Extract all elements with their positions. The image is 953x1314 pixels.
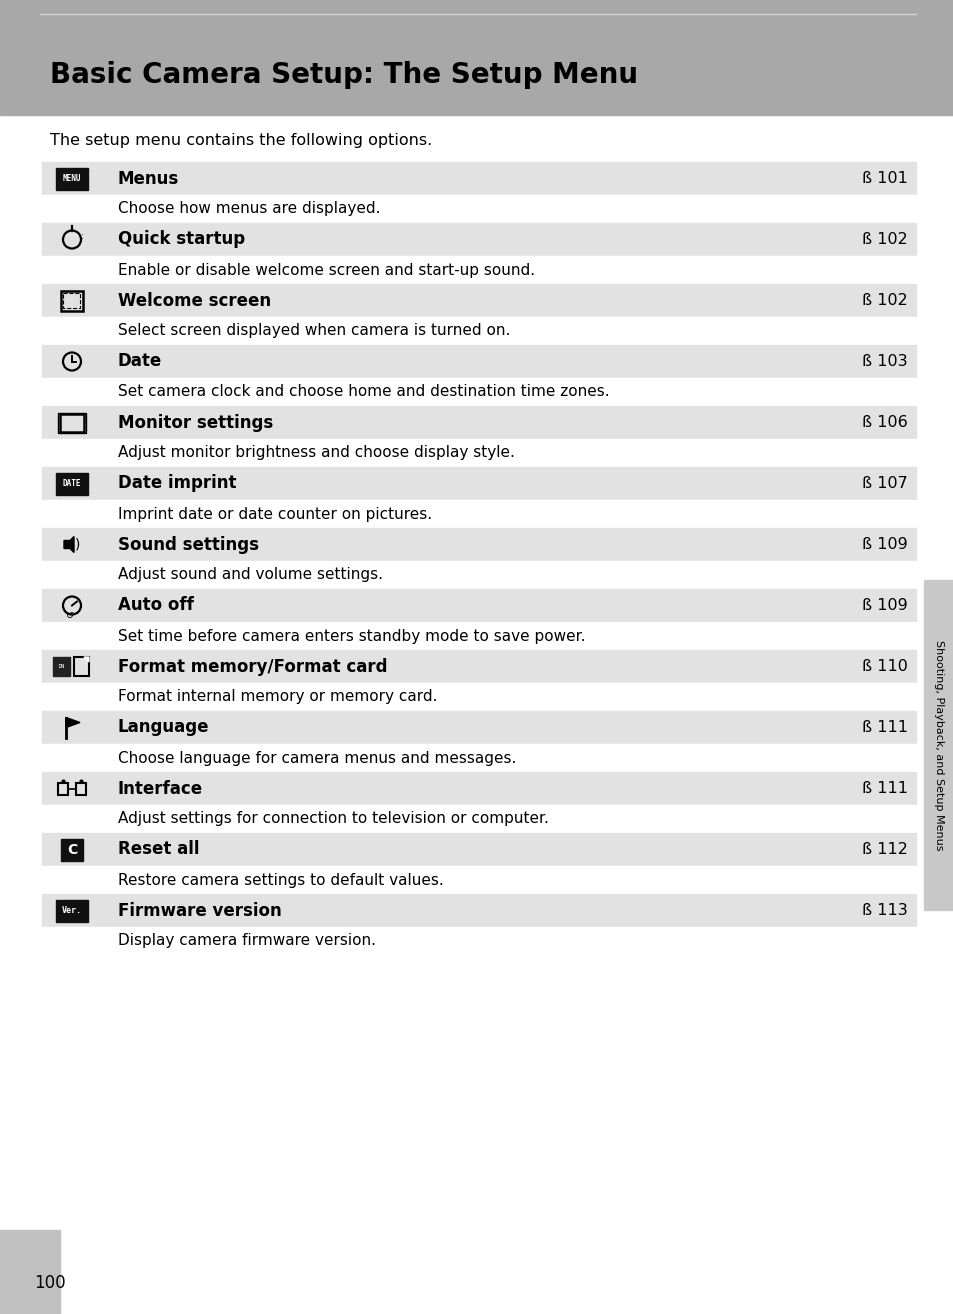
Text: ß 109: ß 109 bbox=[862, 598, 907, 614]
Text: Firmware version: Firmware version bbox=[118, 901, 281, 920]
Bar bbox=[42, 589, 915, 622]
Text: Quick startup: Quick startup bbox=[118, 230, 245, 248]
Text: :: : bbox=[81, 233, 84, 240]
Text: ß 110: ß 110 bbox=[862, 660, 907, 674]
Bar bbox=[56, 167, 88, 189]
Text: ß 112: ß 112 bbox=[862, 842, 907, 857]
Bar bbox=[64, 293, 80, 307]
Bar bbox=[42, 866, 915, 894]
Bar bbox=[74, 657, 89, 675]
Bar bbox=[42, 439, 915, 466]
Text: Display camera firmware version.: Display camera firmware version. bbox=[118, 933, 375, 949]
Bar bbox=[56, 900, 88, 921]
Text: Format internal memory or memory card.: Format internal memory or memory card. bbox=[118, 690, 437, 704]
Text: Adjust sound and volume settings.: Adjust sound and volume settings. bbox=[118, 568, 382, 582]
Bar bbox=[42, 805, 915, 833]
Text: Basic Camera Setup: The Setup Menu: Basic Camera Setup: The Setup Menu bbox=[50, 60, 638, 89]
Text: Adjust monitor brightness and choose display style.: Adjust monitor brightness and choose dis… bbox=[118, 445, 515, 460]
Text: Date: Date bbox=[118, 352, 162, 371]
Text: ß 109: ß 109 bbox=[862, 537, 907, 552]
Text: ß 103: ß 103 bbox=[862, 353, 907, 369]
Bar bbox=[58, 783, 68, 795]
Bar bbox=[42, 223, 915, 256]
Text: ß 102: ß 102 bbox=[862, 233, 907, 247]
Text: ß 106: ß 106 bbox=[862, 415, 907, 430]
Text: Menus: Menus bbox=[118, 170, 179, 188]
Bar bbox=[42, 683, 915, 711]
Text: The setup menu contains the following options.: The setup menu contains the following op… bbox=[50, 133, 432, 147]
Bar bbox=[42, 466, 915, 501]
Bar bbox=[42, 622, 915, 650]
Text: Language: Language bbox=[118, 719, 210, 737]
Polygon shape bbox=[64, 536, 74, 552]
Text: ß 102: ß 102 bbox=[862, 293, 907, 307]
Bar bbox=[42, 833, 915, 866]
Text: ß 111: ß 111 bbox=[862, 720, 907, 735]
Text: DATE: DATE bbox=[63, 480, 81, 487]
Text: Interface: Interface bbox=[118, 779, 203, 798]
Bar bbox=[42, 773, 915, 805]
Text: Shooting, Playback, and Setup Menus: Shooting, Playback, and Setup Menus bbox=[933, 640, 943, 850]
Text: Restore camera settings to default values.: Restore camera settings to default value… bbox=[118, 872, 443, 887]
Text: Format memory/Format card: Format memory/Format card bbox=[118, 657, 387, 675]
Text: Imprint date or date counter on pictures.: Imprint date or date counter on pictures… bbox=[118, 506, 432, 522]
Bar bbox=[42, 194, 915, 223]
Bar bbox=[42, 926, 915, 955]
Bar bbox=[42, 256, 915, 284]
Bar bbox=[42, 650, 915, 683]
Text: Choose language for camera menus and messages.: Choose language for camera menus and mes… bbox=[118, 750, 516, 766]
Bar bbox=[42, 317, 915, 346]
Text: Auto off: Auto off bbox=[118, 597, 193, 615]
Text: Set time before camera enters standby mode to save power.: Set time before camera enters standby mo… bbox=[118, 628, 585, 644]
Text: Date imprint: Date imprint bbox=[118, 474, 236, 493]
Text: Set camera clock and choose home and destination time zones.: Set camera clock and choose home and des… bbox=[118, 385, 609, 399]
Text: Reset all: Reset all bbox=[118, 841, 199, 858]
Text: Welcome screen: Welcome screen bbox=[118, 292, 271, 310]
Bar bbox=[42, 378, 915, 406]
Bar bbox=[42, 162, 915, 194]
Bar bbox=[53, 657, 70, 675]
Text: ß 107: ß 107 bbox=[862, 476, 907, 491]
Bar bbox=[58, 413, 86, 432]
Bar bbox=[61, 838, 83, 861]
Text: ß 113: ß 113 bbox=[862, 903, 907, 918]
Bar bbox=[0, 1230, 60, 1314]
Text: Enable or disable welcome screen and start-up sound.: Enable or disable welcome screen and sta… bbox=[118, 263, 535, 277]
Text: C: C bbox=[67, 842, 77, 857]
Text: Choose how menus are displayed.: Choose how menus are displayed. bbox=[118, 201, 380, 217]
Bar bbox=[923, 579, 953, 911]
Polygon shape bbox=[84, 657, 89, 662]
Bar bbox=[42, 406, 915, 439]
Text: ß 101: ß 101 bbox=[862, 171, 907, 187]
Bar bbox=[61, 290, 83, 310]
Text: IN: IN bbox=[58, 664, 65, 669]
Text: Monitor settings: Monitor settings bbox=[118, 414, 273, 431]
Text: ): ) bbox=[75, 537, 81, 552]
Text: Adjust settings for connection to television or computer.: Adjust settings for connection to televi… bbox=[118, 812, 548, 827]
Text: MENU: MENU bbox=[63, 173, 81, 183]
Bar bbox=[42, 894, 915, 926]
Bar bbox=[42, 561, 915, 589]
Bar bbox=[56, 473, 88, 494]
Bar bbox=[42, 346, 915, 378]
Bar bbox=[42, 744, 915, 773]
Bar bbox=[42, 711, 915, 744]
Bar bbox=[42, 528, 915, 561]
Bar bbox=[76, 783, 86, 795]
Text: Select screen displayed when camera is turned on.: Select screen displayed when camera is t… bbox=[118, 323, 510, 339]
Text: ß 111: ß 111 bbox=[862, 781, 907, 796]
Text: 100: 100 bbox=[34, 1275, 66, 1292]
Text: Sound settings: Sound settings bbox=[118, 536, 258, 553]
Bar bbox=[42, 501, 915, 528]
Bar bbox=[42, 284, 915, 317]
Polygon shape bbox=[66, 717, 80, 728]
Bar bbox=[0, 0, 953, 116]
Bar bbox=[60, 414, 84, 431]
Text: ↺: ↺ bbox=[66, 611, 74, 622]
Text: Ver.: Ver. bbox=[62, 905, 82, 915]
